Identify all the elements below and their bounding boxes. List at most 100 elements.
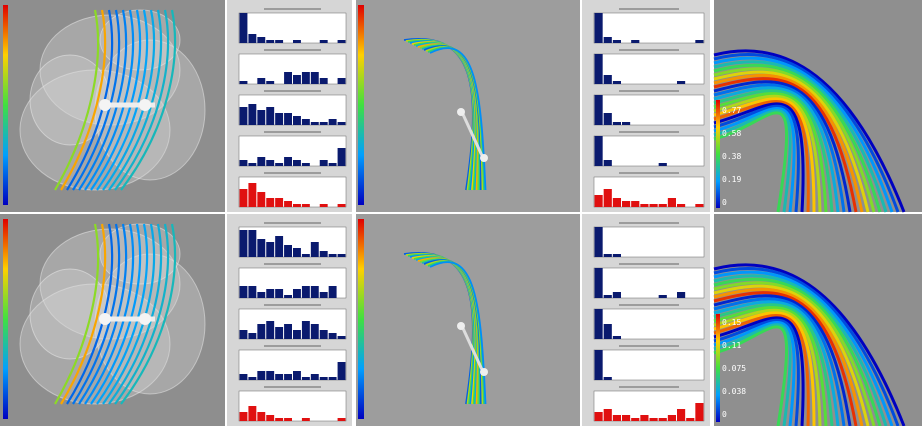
histogram-bar	[310, 286, 319, 298]
histogram-bar	[266, 371, 275, 380]
fiber	[713, 63, 882, 213]
fiber	[713, 97, 816, 213]
fiber	[713, 77, 858, 213]
fiber	[713, 294, 852, 426]
probe-sphere	[99, 313, 111, 325]
histogram-bar	[594, 350, 603, 380]
colorbar-label: 0.11	[722, 341, 741, 350]
histogram-bar	[257, 157, 266, 166]
histogram-bar	[266, 289, 275, 298]
histogram-bar	[622, 122, 631, 125]
histogram-bar	[658, 204, 667, 207]
histogram-axes	[593, 53, 705, 85]
brain-surface	[29, 268, 111, 360]
fiber	[713, 303, 834, 426]
colorbar-label: 0.58	[722, 129, 741, 138]
histogram-bar	[677, 81, 686, 84]
histogram-bar	[301, 286, 310, 298]
histogram-bar	[257, 78, 266, 84]
histogram-bar	[275, 374, 284, 380]
fiber	[713, 92, 828, 213]
fiber	[713, 291, 858, 426]
histogram-bar	[248, 377, 257, 380]
colorbar	[358, 219, 364, 419]
histogram-bar	[239, 330, 248, 339]
histogram-bar	[275, 327, 284, 339]
fiber	[713, 70, 870, 213]
fiber	[713, 49, 906, 213]
histogram-bar	[301, 321, 310, 339]
histogram-bar	[293, 160, 301, 166]
histogram-bar	[275, 40, 284, 43]
histogram-bar	[603, 254, 612, 257]
histogram-bar	[695, 403, 704, 421]
histogram-bar	[310, 242, 319, 257]
histogram-bar	[248, 406, 257, 421]
probe-sphere	[99, 99, 111, 111]
histogram-bar	[239, 107, 248, 125]
histogram-bar	[631, 418, 640, 421]
histogram-bar	[603, 75, 612, 84]
histogram-bar	[266, 160, 275, 166]
fiber	[713, 306, 828, 426]
probe-sphere	[139, 313, 151, 325]
histogram-bar	[319, 251, 328, 257]
fiber	[60, 9, 107, 191]
histogram-bar	[239, 81, 248, 84]
histogram-bar	[622, 201, 631, 207]
histogram-bar	[594, 227, 603, 257]
histogram-bar	[239, 189, 248, 207]
histogram-bar	[631, 40, 640, 43]
histogram-bar	[301, 72, 310, 84]
histogram-bar	[310, 374, 319, 380]
histogram-bar	[631, 201, 640, 207]
histogram-axes	[593, 12, 705, 44]
brain-surface	[29, 54, 111, 146]
histogram-bar	[594, 309, 603, 339]
fiber	[713, 300, 840, 426]
fiber	[713, 102, 805, 213]
histogram-bar	[594, 268, 603, 298]
histogram-bar	[310, 324, 319, 339]
fiber	[66, 9, 114, 191]
histogram-bar	[337, 78, 346, 84]
histogram-bar	[337, 122, 346, 125]
histogram-bar	[248, 286, 257, 298]
histogram-bar	[275, 236, 284, 257]
fiber	[120, 9, 177, 191]
histogram-bar	[284, 418, 292, 421]
histogram-bar	[612, 415, 621, 421]
fiber	[713, 94, 822, 213]
histogram-bar	[319, 40, 328, 43]
histogram-axes	[593, 390, 705, 422]
fiber	[108, 223, 163, 405]
colorbar	[3, 219, 8, 419]
fiber	[713, 308, 822, 426]
histogram-bar	[293, 289, 301, 298]
histogram-bar	[328, 286, 337, 298]
fiber	[713, 89, 834, 213]
fiber	[713, 53, 900, 213]
colorbar	[3, 5, 8, 205]
fiber	[713, 321, 796, 426]
histogram-bar	[603, 189, 612, 207]
colorbar-label: 0.038	[722, 387, 746, 396]
fiber	[96, 9, 149, 191]
histogram-bar	[612, 198, 621, 207]
histogram-bar	[239, 286, 248, 298]
fiber	[84, 9, 135, 191]
histogram-axes	[238, 267, 347, 299]
histogram-bar	[677, 292, 686, 298]
histogram-bar	[337, 254, 346, 257]
fiber	[713, 67, 876, 213]
fiber	[713, 274, 888, 426]
histogram-bar	[622, 415, 631, 421]
fiber	[60, 223, 107, 405]
fiber	[78, 9, 128, 191]
histogram-axes	[238, 176, 347, 208]
probe-sphere	[480, 368, 488, 376]
histogram-bar	[266, 415, 275, 421]
fiber	[713, 56, 894, 213]
fiber	[713, 284, 870, 426]
histogram-bar	[337, 336, 346, 339]
